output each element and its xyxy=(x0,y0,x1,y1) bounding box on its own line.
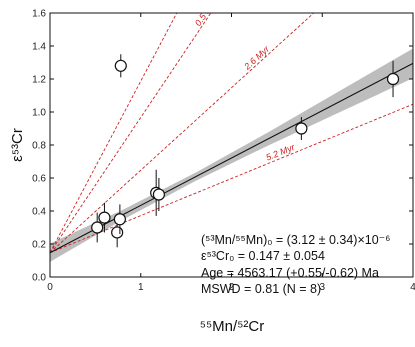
axis-ticks-layer: 0 1 2 3 4 0.0 0.2 0.4 0.6 0.8 1.0 1.2 1.4 1.6 xyxy=(32,9,415,294)
fit-annotation: (⁵³Mn/⁵⁵Mn)₀ = (3.12 ± 0.34)×10⁻⁶ ε⁵³Cr₀… xyxy=(201,233,390,296)
isochron-label-2: 2.6 Myr xyxy=(241,43,271,72)
x-tick-label-2: 2 xyxy=(229,282,235,293)
y-tick-label-5: 1.0 xyxy=(32,108,46,119)
regression-line-layer xyxy=(50,62,413,254)
regression-line xyxy=(50,62,413,254)
y-tick-label-0: 0.0 xyxy=(32,273,46,284)
annotation-initial-ratio: (⁵³Mn/⁵⁵Mn)₀ = (3.12 ± 0.34)×10⁻⁶ xyxy=(201,233,390,247)
isochron-line-3 xyxy=(50,103,413,254)
x-tick-label-0: 0 xyxy=(47,282,53,293)
confidence-band xyxy=(50,48,413,262)
isochron-line-2 xyxy=(50,13,315,254)
y-tick-label-6: 1.2 xyxy=(32,75,46,86)
data-point-1 xyxy=(91,221,104,234)
data-point-6 xyxy=(152,188,165,201)
data-point-0 xyxy=(114,59,127,72)
confidence-band-layer xyxy=(50,48,413,262)
y-tick-label-8: 1.6 xyxy=(32,9,46,20)
data-point-7 xyxy=(295,122,308,135)
annotation-initial-epsilon: ε⁵³Cr₀ = 0.147 ± 0.054 xyxy=(201,249,325,263)
x-tick-label-1: 1 xyxy=(138,282,144,293)
isochron-label-1: 0.5 Myr xyxy=(193,0,219,28)
x-tick-label-3: 3 xyxy=(319,282,325,293)
y-tick-label-7: 1.4 xyxy=(32,42,46,53)
data-point-3 xyxy=(111,226,124,239)
y-tick-label-2: 0.4 xyxy=(32,207,46,218)
annotation-age: Age = 4563.17 (+0.55/-0.62) Ma xyxy=(201,266,379,280)
x-tick-label-4: 4 xyxy=(410,282,415,293)
data-point-8 xyxy=(386,72,400,86)
y-tick-label-4: 0.8 xyxy=(32,141,46,152)
data-points-layer xyxy=(91,54,400,248)
y-axis-title: ε⁵³Cr xyxy=(9,128,26,162)
x-axis-title: ⁵⁵Mn/⁵²Cr xyxy=(200,318,264,335)
data-point-2 xyxy=(98,211,111,224)
annotation-mswd: MSWD = 0.81 (N = 8) xyxy=(201,282,321,296)
data-point-4 xyxy=(113,213,126,226)
y-tick-label-1: 0.2 xyxy=(32,240,46,251)
y-tick-label-3: 0.6 xyxy=(32,174,46,185)
